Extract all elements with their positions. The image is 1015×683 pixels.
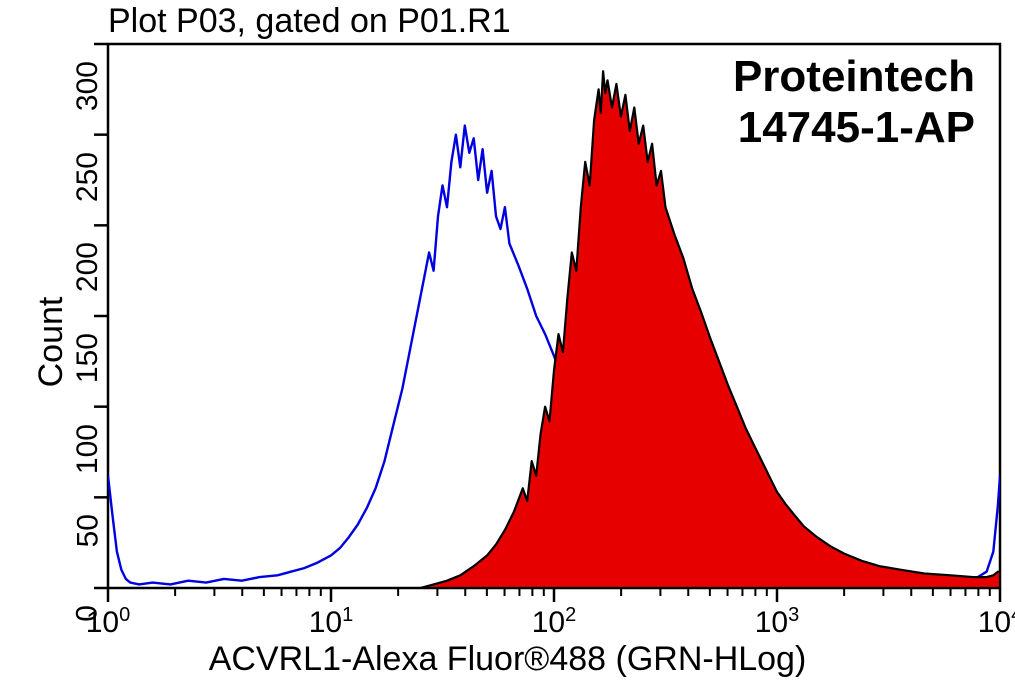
y-tick-label: 150 (71, 333, 105, 383)
catalog-number: 14745-1-AP (733, 103, 975, 154)
x-tick-label: 103 (755, 604, 800, 640)
plot-title: Plot P03, gated on P01.R1 (108, 2, 511, 41)
x-tick-label: 102 (532, 604, 577, 640)
y-tick-label: 250 (71, 152, 105, 202)
y-tick-label: 200 (71, 242, 105, 292)
y-tick-label: 100 (71, 424, 105, 474)
brand-name: Proteintech (733, 52, 975, 103)
brand-watermark: Proteintech 14745-1-AP (733, 52, 975, 153)
x-tick-label: 101 (309, 604, 354, 640)
y-axis-label: Count (32, 296, 71, 387)
y-tick-label: 300 (71, 61, 105, 111)
x-axis-label: ACVRL1-Alexa Fluor®488 (GRN-HLog) (209, 640, 807, 679)
x-tick-label: 104 (978, 604, 1015, 640)
y-tick-label: 50 (71, 514, 105, 547)
flow-cytometry-histogram-figure: Plot P03, gated on P01.R1 Proteintech 14… (0, 0, 1015, 683)
x-tick-label: 100 (86, 604, 131, 640)
